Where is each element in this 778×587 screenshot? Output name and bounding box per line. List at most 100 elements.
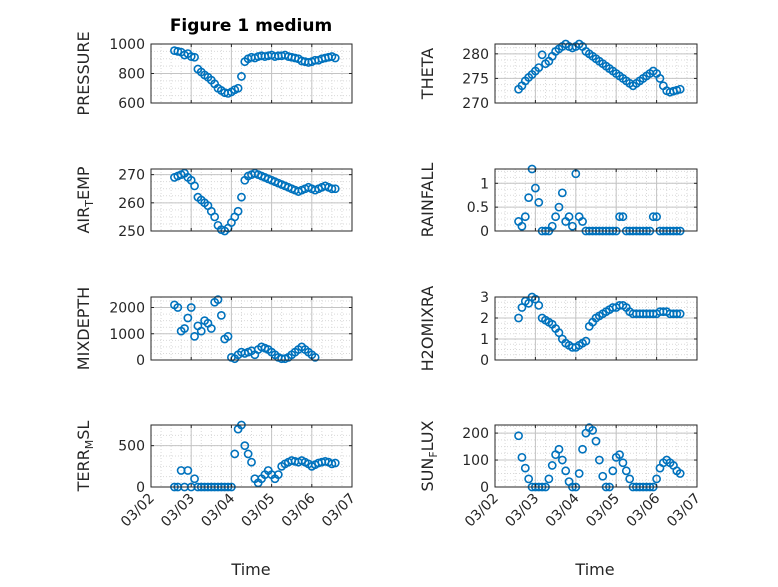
x-axis-label-right: Time	[574, 560, 614, 579]
data-point	[531, 183, 540, 193]
tick-marks	[494, 169, 698, 232]
tick-marks	[494, 44, 698, 104]
y-axis-label-subscript: F	[427, 451, 440, 457]
axes-box	[494, 43, 698, 104]
y-tick-label: 0	[136, 480, 145, 496]
data-markers	[170, 46, 340, 98]
data-point	[247, 457, 256, 467]
data-point	[534, 300, 544, 310]
y-tick-label: 0	[480, 224, 489, 240]
y-tick-label: 0	[480, 480, 489, 496]
data-markers	[514, 292, 685, 352]
y-tick-label: 270	[462, 96, 489, 112]
data-point	[213, 295, 223, 305]
data-point	[557, 188, 567, 198]
axes-box	[150, 424, 353, 488]
y-tick-label: 3	[480, 290, 489, 306]
subplot-air-temp: 250 260 270 AIRTEMP	[74, 166, 353, 240]
axes-box	[494, 168, 698, 232]
data-point	[547, 221, 557, 231]
x-tick-label: 03/05	[583, 491, 623, 531]
data-point	[568, 221, 577, 231]
data-point	[514, 313, 523, 323]
y-axis-label-subscript: T	[83, 200, 96, 208]
x-tick-label: 03/07	[319, 491, 359, 531]
data-point	[237, 72, 246, 81]
x-tick-label: 03/06	[624, 490, 664, 530]
data-point	[517, 452, 527, 462]
data-point	[648, 212, 658, 222]
data-point	[581, 336, 591, 346]
data-point	[190, 474, 199, 484]
data-point	[520, 463, 530, 473]
data-point	[557, 455, 567, 465]
data-point	[621, 466, 631, 476]
tick-marks	[494, 425, 698, 488]
data-point	[594, 455, 604, 465]
y-tick-label: 0.5	[467, 200, 489, 216]
data-point	[547, 461, 557, 470]
data-point	[598, 471, 608, 481]
y-tick-label: 280	[462, 47, 489, 63]
y-axis-label-main: H2OMIXRA	[418, 286, 437, 372]
tick-marks	[150, 425, 353, 488]
data-point	[625, 474, 635, 484]
data-point	[675, 309, 685, 319]
data-point	[551, 212, 560, 222]
data-point	[608, 466, 618, 476]
data-point	[330, 53, 340, 63]
y-tick-label: 275	[462, 71, 489, 87]
x-tick-label: 03/06	[279, 490, 319, 530]
x-tick-label: 03/04	[543, 490, 583, 530]
data-point	[564, 212, 574, 222]
y-axis-label-main: SUN	[418, 458, 437, 492]
y-axis-label: RAINFALL	[418, 163, 437, 238]
subplot-rainfall: 0 0.5 1 RAINFALL	[418, 163, 698, 240]
data-point	[240, 441, 250, 451]
data-point	[672, 309, 682, 319]
x-tick-label: 03/03	[158, 491, 198, 531]
y-axis-label: MIXDEPTH	[74, 287, 93, 370]
data-point	[675, 469, 685, 478]
data-point	[652, 474, 661, 484]
y-axis-label-main: TERR	[74, 449, 93, 492]
y-tick-label: 250	[118, 224, 145, 240]
data-point	[233, 206, 243, 216]
x-tick-label: 03/07	[664, 491, 704, 531]
data-point	[183, 466, 193, 475]
y-axis-label-main: THETA	[418, 48, 437, 100]
data-point	[330, 184, 340, 194]
y-axis-label-rest: LUX	[418, 420, 437, 451]
y-tick-label: 2	[480, 311, 489, 327]
data-point	[675, 84, 685, 94]
data-point	[186, 303, 196, 312]
data-point	[216, 310, 226, 320]
y-tick-label: 1	[480, 332, 489, 348]
y-tick-label: 800	[118, 67, 145, 83]
data-point	[534, 63, 544, 72]
y-tick-label: 100	[462, 453, 489, 469]
data-point	[655, 74, 665, 83]
data-point	[190, 331, 199, 341]
data-point	[574, 469, 584, 478]
data-point	[578, 217, 587, 226]
axes-box	[150, 168, 353, 232]
y-axis-label: TERRMSL	[74, 421, 96, 493]
y-tick-label: 0	[480, 353, 489, 369]
subplot-theta: 270 275 280 THETA	[418, 39, 698, 112]
y-axis-label-main: PRESSURE	[74, 31, 93, 115]
data-point	[537, 50, 547, 60]
data-point	[534, 197, 544, 207]
data-point	[652, 212, 661, 222]
data-point	[591, 436, 601, 446]
data-point	[237, 192, 246, 202]
data-markers	[514, 39, 685, 97]
data-point	[554, 202, 564, 212]
data-point	[615, 212, 624, 222]
data-point	[520, 212, 530, 222]
y-axis-label-rest: SL	[74, 421, 93, 440]
y-tick-label: 1	[480, 176, 489, 192]
